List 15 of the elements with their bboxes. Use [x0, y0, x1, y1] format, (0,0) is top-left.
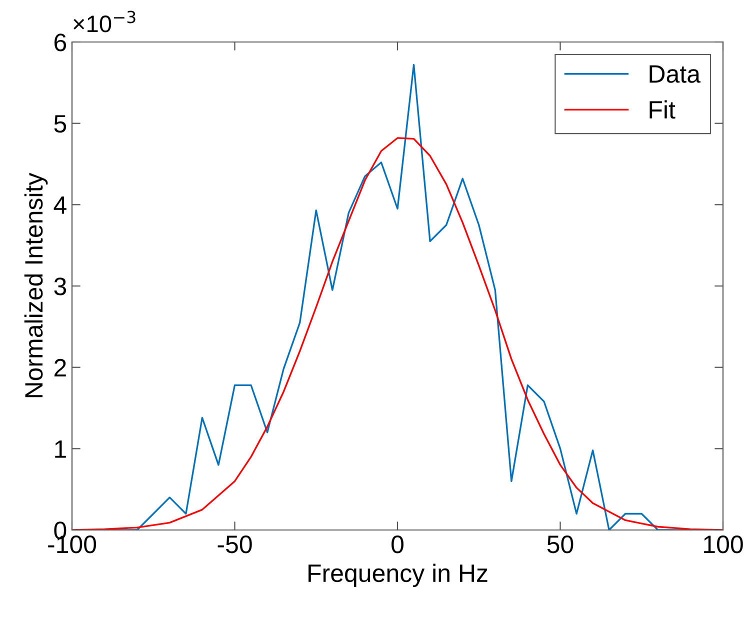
y-tick-label: 2 [54, 358, 66, 376]
x-tick-label: 100 [704, 536, 743, 554]
y-tick-label: 6 [54, 34, 66, 52]
x-axis-title: Frequency in Hz [308, 564, 488, 588]
y-tick-label: 5 [54, 115, 66, 133]
x-tick-label: 0 [392, 536, 404, 554]
legend-label: Data [650, 65, 700, 83]
y-tick-label: 1 [55, 440, 66, 458]
x-tick-label: -50 [218, 536, 252, 554]
y-tick-label: 4 [54, 196, 66, 214]
y-tick-label: 3 [54, 278, 66, 296]
x-tick-label: 50 [547, 536, 574, 554]
legend-label: Fit [650, 100, 676, 119]
y-axis-title: Normalized Intensity [24, 172, 48, 398]
text: ×10$^{−3}$ [74, 10, 136, 32]
